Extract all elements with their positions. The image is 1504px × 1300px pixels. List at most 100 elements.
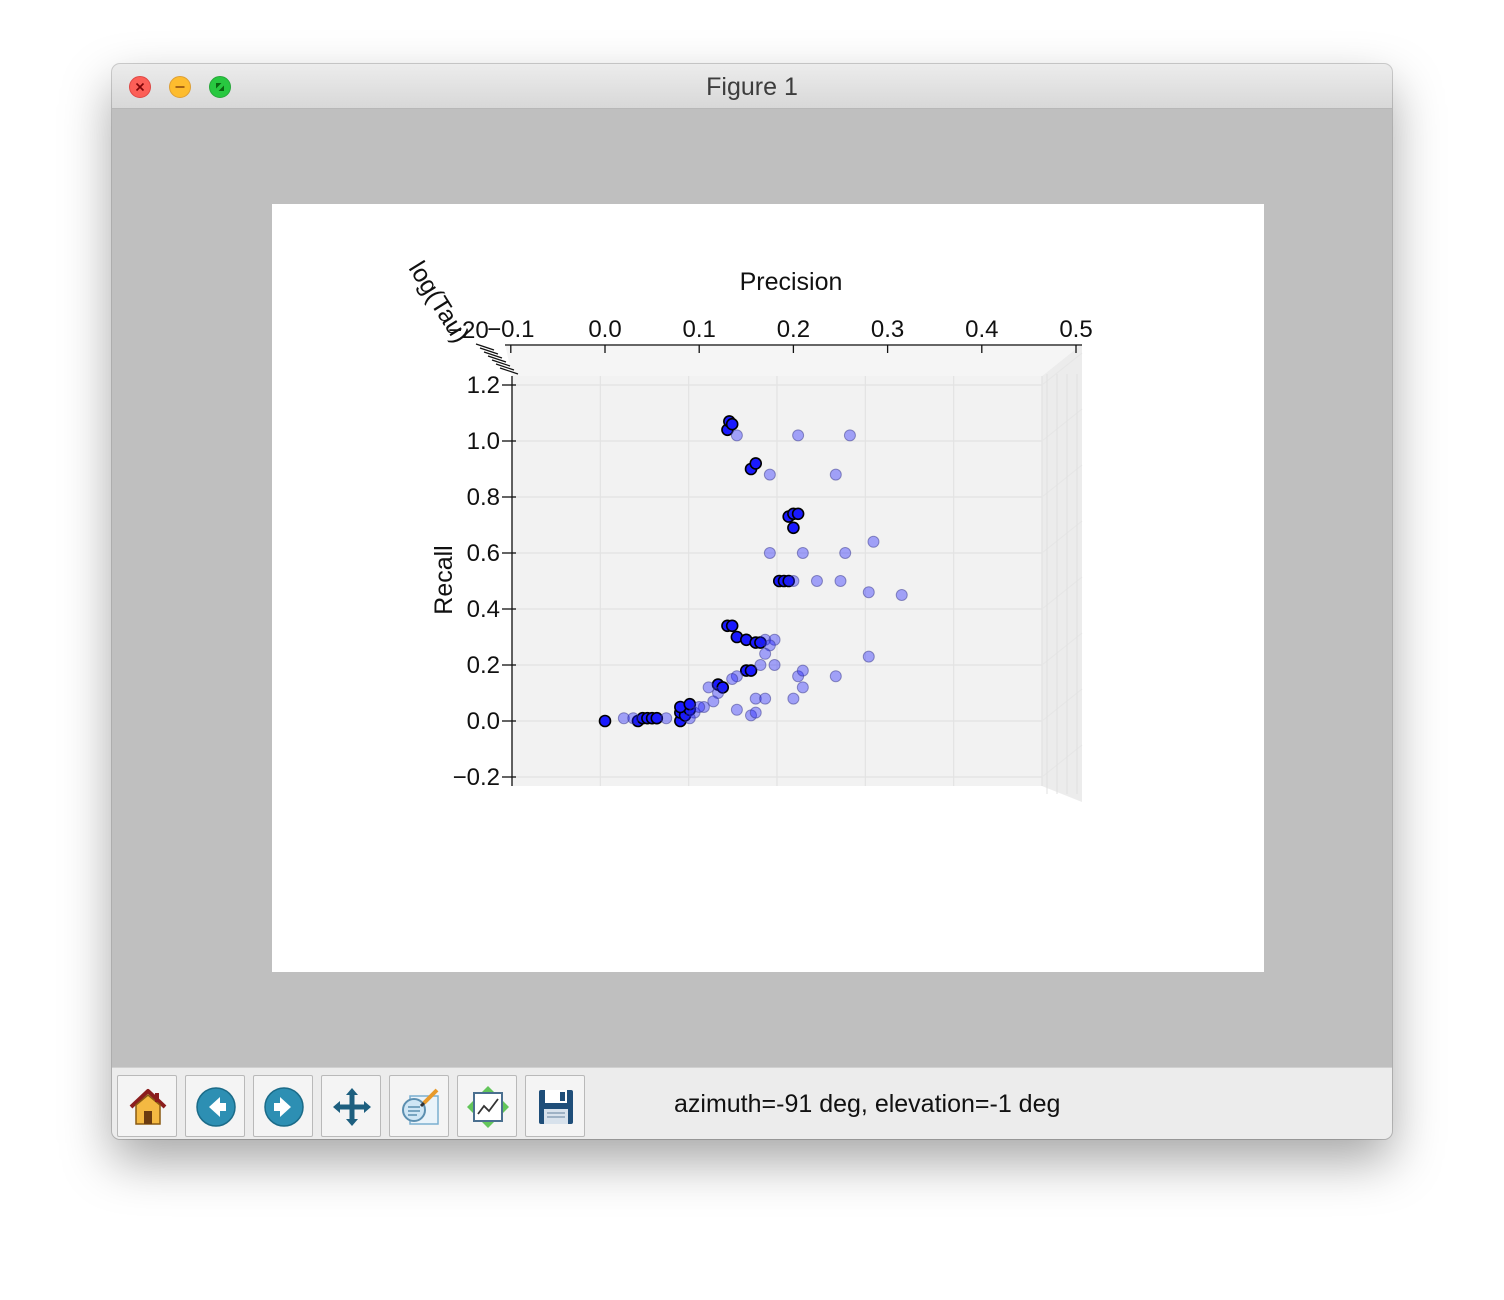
navigation-toolbar: azimuth=-91 deg, elevation=-1 deg <box>112 1067 1392 1139</box>
close-icon <box>135 82 145 92</box>
x-tick-label: 0.1 <box>683 316 716 343</box>
title-bar[interactable]: Figure 1 <box>112 64 1392 109</box>
y-tick-label: −0.2 <box>453 764 500 791</box>
x-axis-label: Precision <box>740 268 843 296</box>
data-point <box>810 575 823 587</box>
data-point <box>796 681 809 694</box>
y-tick-label: 1.2 <box>467 372 500 399</box>
data-point <box>730 429 743 442</box>
zoom-rect-icon <box>402 1088 439 1125</box>
y-axis-label: Recall <box>430 545 458 614</box>
y-tick-label: 0.6 <box>467 540 500 567</box>
data-point <box>725 619 739 633</box>
data-point <box>787 692 800 705</box>
grid-line-side <box>1041 744 1083 778</box>
data-point <box>787 521 800 535</box>
z-axis-label: log(Tau) <box>403 256 475 347</box>
data-point <box>749 692 762 705</box>
y-tick-label: 1.0 <box>467 428 500 455</box>
axes-panes <box>505 344 1082 802</box>
grid-line-side <box>1041 632 1083 666</box>
data-point <box>683 712 696 725</box>
data-point <box>768 659 781 671</box>
z-tick-mark <box>483 351 503 359</box>
grid-line-side <box>1041 352 1083 386</box>
data-point <box>759 647 772 660</box>
data-point <box>617 712 630 725</box>
grid-line-side <box>1041 464 1083 498</box>
data-point <box>749 457 763 470</box>
data-points <box>598 415 908 728</box>
data-point <box>862 650 875 663</box>
data-point <box>693 701 706 713</box>
data-point <box>862 586 875 599</box>
forward-button[interactable] <box>253 1075 313 1137</box>
y-tick-label: 0.8 <box>467 484 500 511</box>
home-button[interactable] <box>117 1075 177 1137</box>
data-point <box>725 417 739 431</box>
x-tick-label: −0.1 <box>487 316 534 343</box>
figure-canvas[interactable]: −0.1 0.0 0.1 0.2 0.3 0.4 0.5 −0.2 0.0 0.2 0.4 0.6 0.… <box>272 204 1264 972</box>
data-point <box>744 664 758 677</box>
data-point <box>839 547 852 559</box>
y-tick-label: 0.2 <box>467 652 500 679</box>
x-tick-label: 0.3 <box>871 316 904 343</box>
z-tick-mark <box>499 367 519 375</box>
x-tick-label: 0.4 <box>965 316 998 343</box>
z-tick-mark <box>475 343 495 351</box>
data-point <box>829 468 842 481</box>
home-icon <box>129 1089 167 1125</box>
subplots-button[interactable] <box>457 1075 517 1137</box>
data-point <box>697 701 710 713</box>
data-point <box>627 712 640 725</box>
save-button[interactable] <box>525 1075 585 1137</box>
right-pane <box>1042 344 1082 802</box>
data-point <box>702 681 715 694</box>
grid-line-side <box>1041 408 1083 442</box>
tick-labels: −0.1 0.0 0.1 0.2 0.3 0.4 0.5 −0.2 0.0 0.2 0.4 0.6 0.… <box>448 316 1093 791</box>
data-point <box>895 589 908 601</box>
data-point <box>792 429 805 442</box>
data-point <box>763 547 776 559</box>
minimize-button[interactable] <box>169 76 191 98</box>
data-point <box>749 706 762 719</box>
data-point <box>843 429 856 442</box>
back-button[interactable] <box>185 1075 245 1137</box>
move-arrows-icon <box>333 1088 371 1126</box>
data-point <box>707 695 720 708</box>
data-point <box>867 535 880 548</box>
zoom-button[interactable] <box>389 1075 449 1137</box>
arrow-right-icon <box>264 1087 304 1127</box>
y-tick-label: 0.0 <box>467 708 500 735</box>
floppy-disk-icon <box>539 1090 573 1124</box>
window-title: Figure 1 <box>706 73 798 101</box>
y-tick-label: 0.4 <box>467 596 500 623</box>
data-point <box>759 692 772 705</box>
z-tick-mark <box>491 359 511 367</box>
data-point <box>754 659 767 671</box>
x-tick-label: 0.2 <box>777 316 810 343</box>
data-point <box>726 673 739 685</box>
scatter-3d-plot[interactable]: −0.1 0.0 0.1 0.2 0.3 0.4 0.5 −0.2 0.0 0.2 0.4 0.6 0.… <box>272 204 1264 972</box>
arrow-left-icon <box>196 1087 236 1127</box>
grid-line-side <box>1041 576 1083 610</box>
zoom-window-button[interactable] <box>209 76 231 98</box>
grid-line-side <box>1041 688 1083 722</box>
data-point <box>796 547 809 559</box>
top-pane <box>505 344 1082 376</box>
data-point <box>782 574 795 588</box>
data-point <box>660 712 673 725</box>
close-button[interactable] <box>129 76 151 98</box>
data-point <box>598 714 612 728</box>
fullscreen-icon <box>216 83 224 91</box>
data-point <box>796 664 809 677</box>
x-tick-label: 0.0 <box>588 316 621 343</box>
z-tick-mark <box>479 347 499 355</box>
data-point <box>787 575 800 587</box>
grid-line-side <box>1041 520 1083 554</box>
z-tick-mark <box>487 355 507 363</box>
status-readout: azimuth=-91 deg, elevation=-1 deg <box>674 1090 1061 1118</box>
data-point <box>791 507 805 521</box>
subplots-icon <box>467 1086 509 1128</box>
pan-button[interactable] <box>321 1075 381 1137</box>
